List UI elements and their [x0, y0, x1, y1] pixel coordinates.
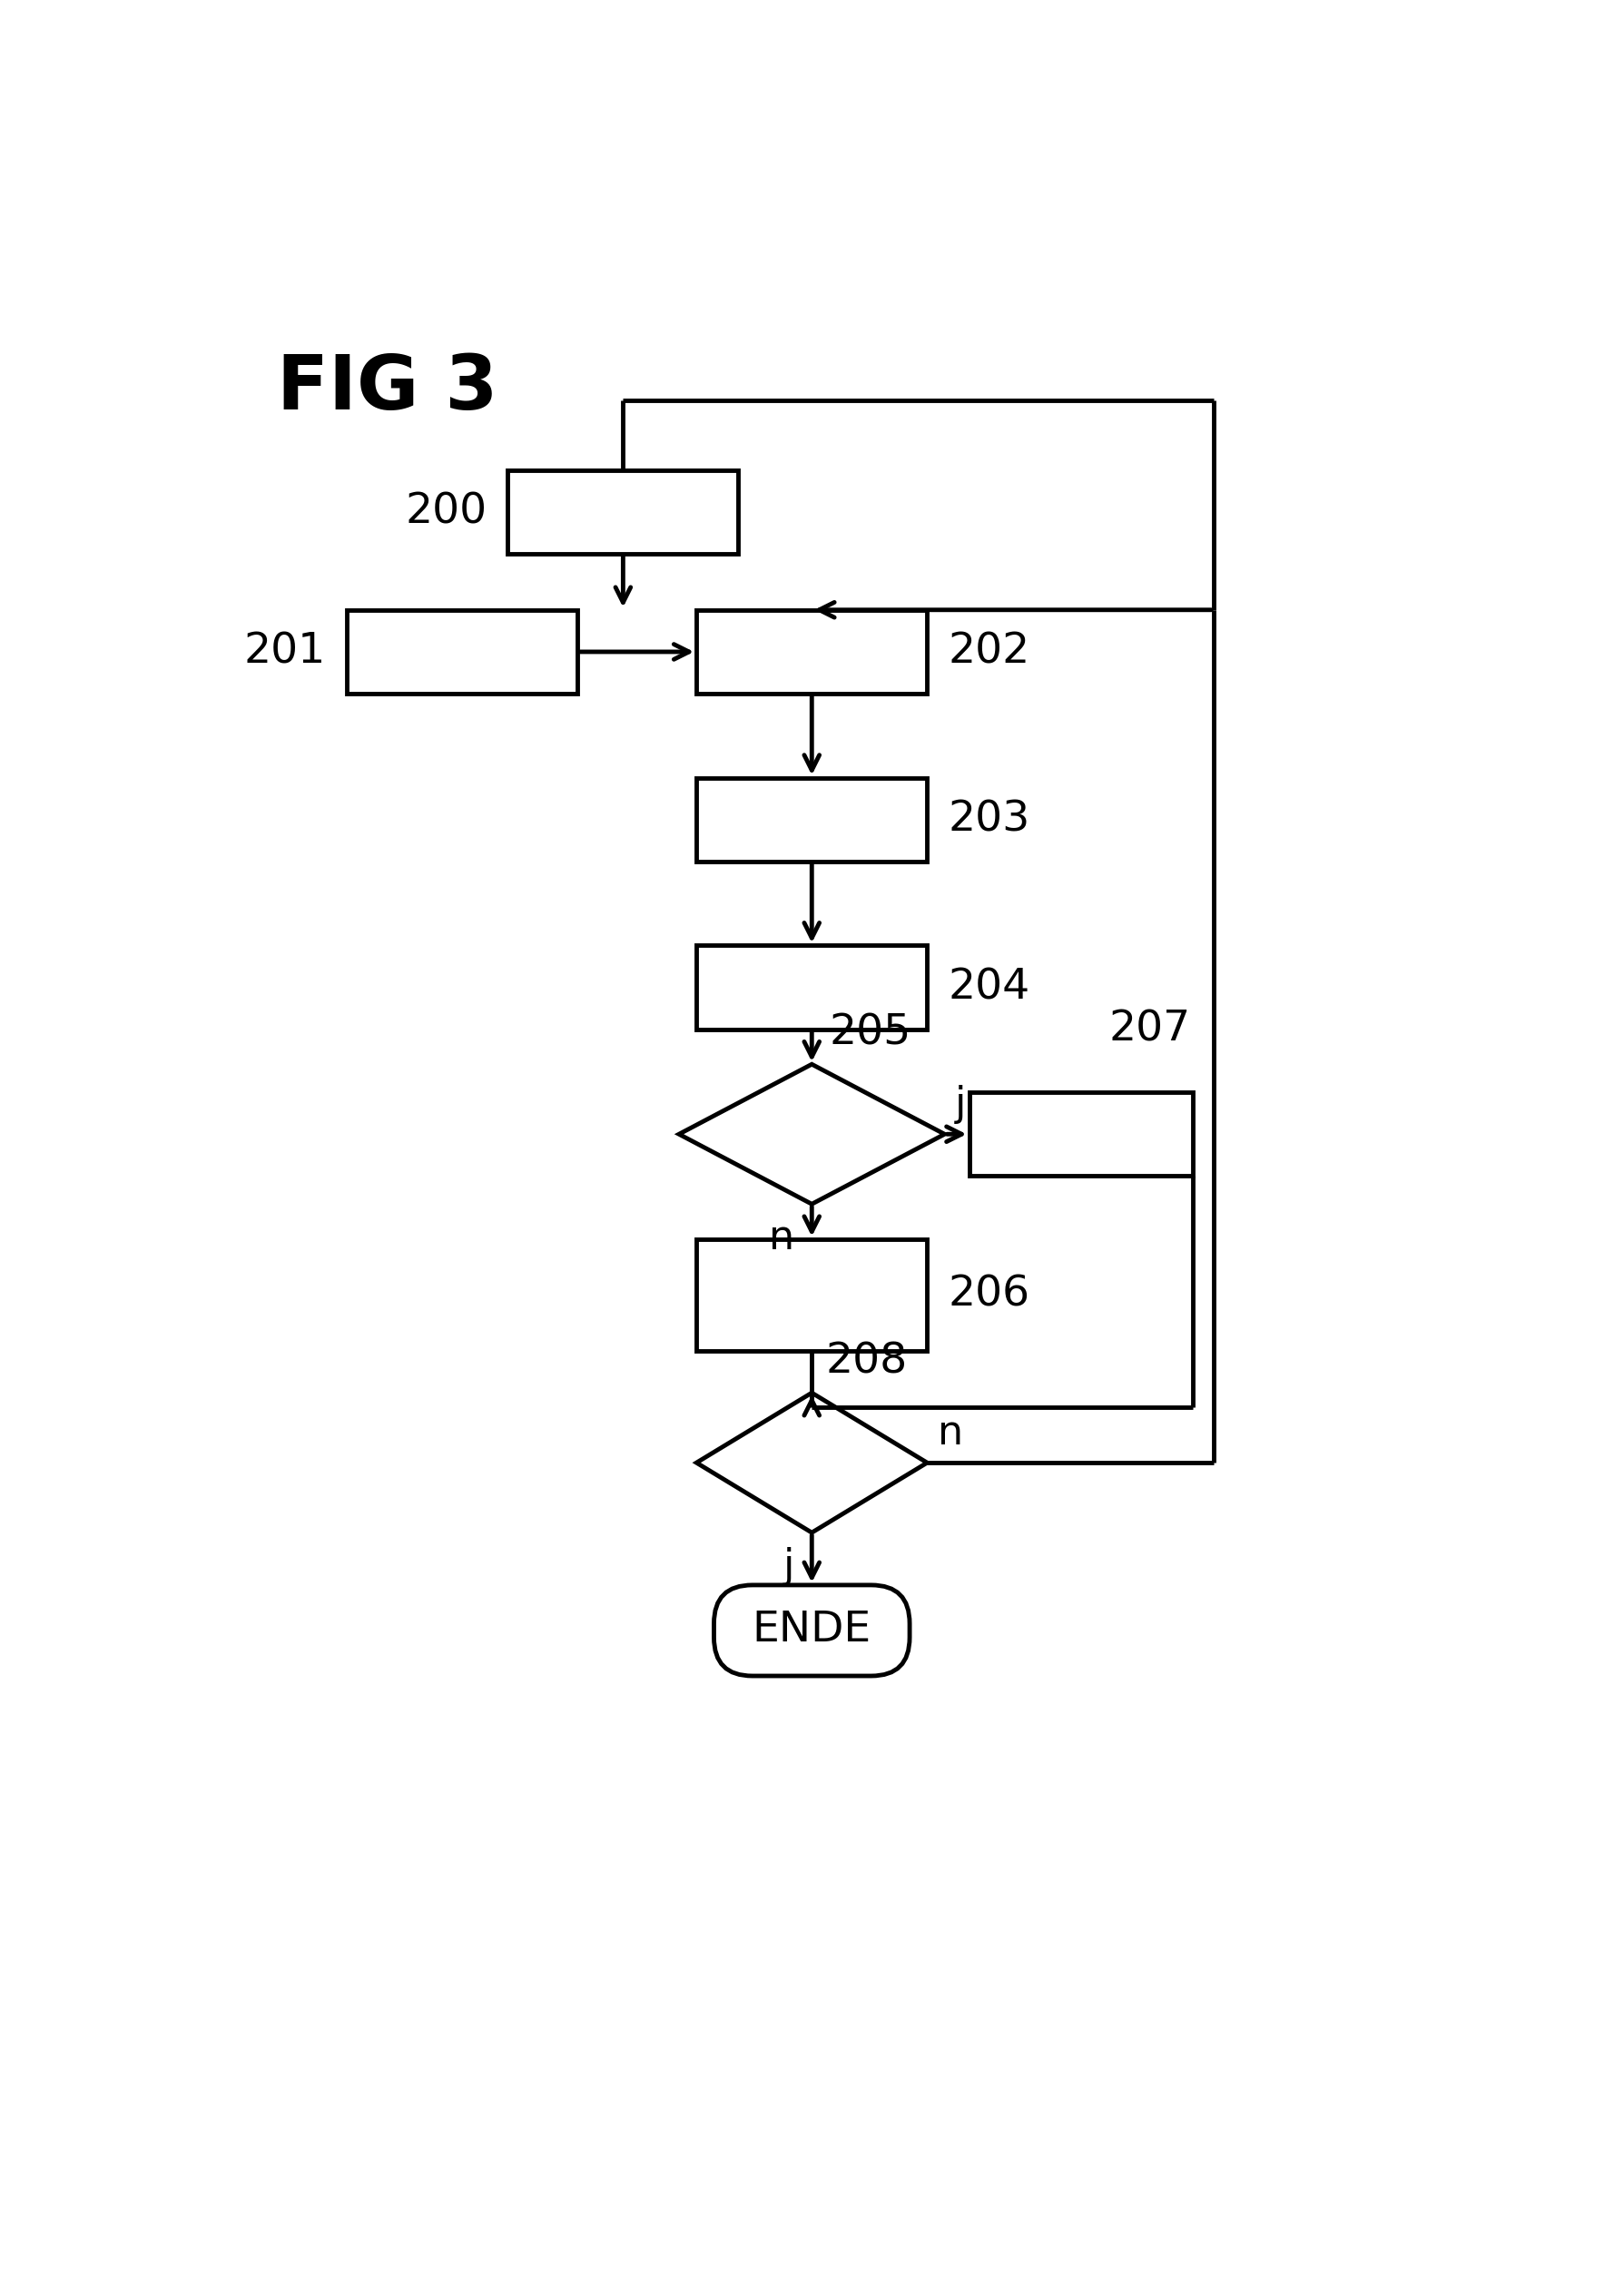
Text: 204: 204	[947, 967, 1030, 1008]
Bar	[697, 946, 927, 1029]
Bar	[697, 777, 927, 862]
Bar	[507, 471, 737, 553]
Text: 200: 200	[404, 491, 487, 533]
Text: 203: 203	[947, 800, 1030, 839]
Text: 202: 202	[947, 631, 1030, 672]
Text: n: n	[768, 1218, 794, 1257]
Text: 207: 207	[1108, 1010, 1190, 1049]
Text: j: j	[955, 1084, 966, 1125]
Text: 205: 205	[828, 1013, 911, 1054]
Text: 206: 206	[947, 1276, 1030, 1314]
Text: 201: 201	[244, 631, 326, 672]
Text: n: n	[937, 1413, 963, 1452]
Bar	[968, 1093, 1192, 1175]
Text: j: j	[783, 1548, 794, 1586]
Bar	[697, 610, 927, 693]
Text: FIG 3: FIG 3	[278, 352, 497, 425]
Bar	[697, 1239, 927, 1351]
Bar	[348, 610, 577, 693]
Text: ENDE: ENDE	[752, 1609, 870, 1650]
Text: 208: 208	[825, 1342, 908, 1383]
